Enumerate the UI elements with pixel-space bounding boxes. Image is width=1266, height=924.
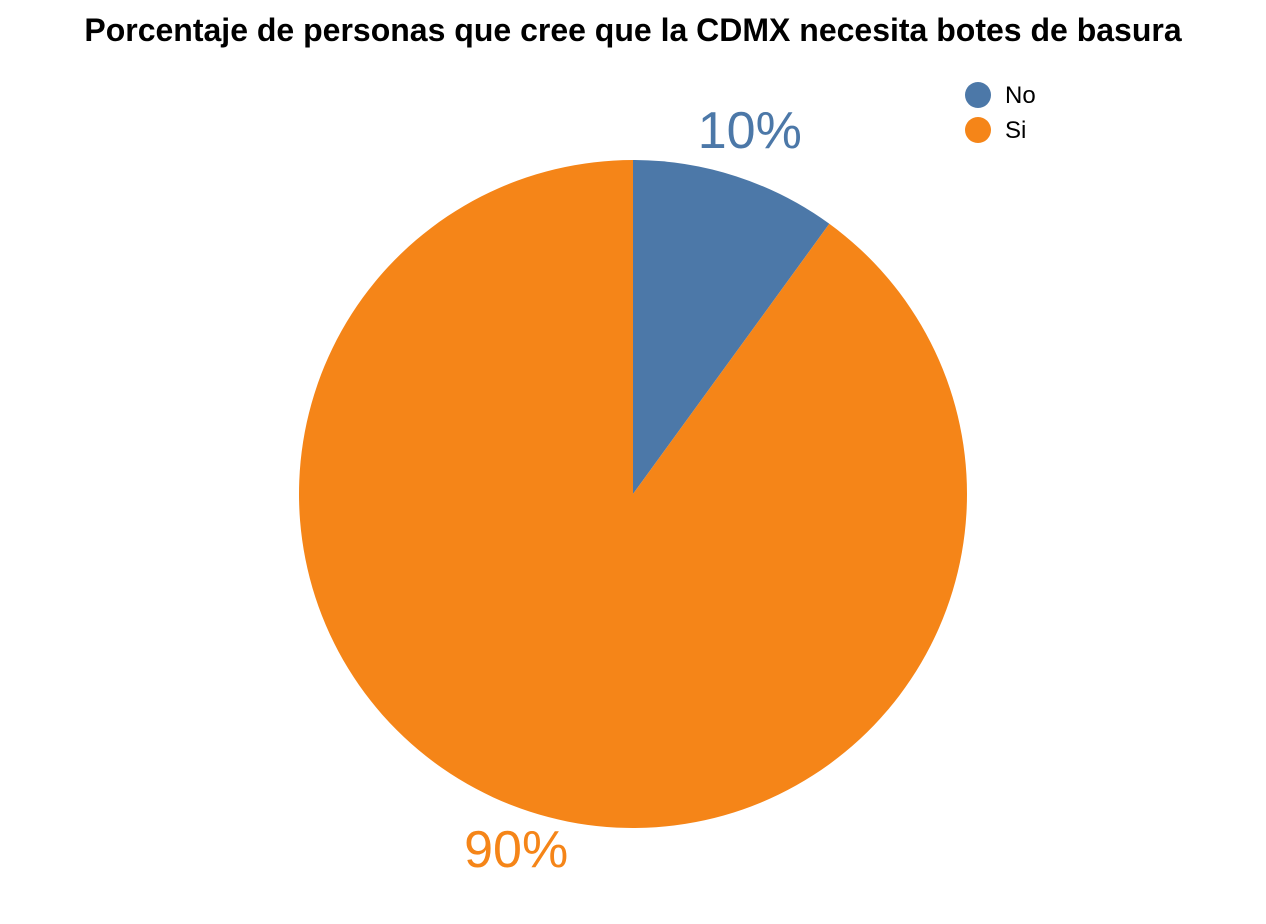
- legend-swatch-no: [965, 82, 991, 108]
- legend-label-no: No: [1005, 82, 1036, 109]
- pie-slice-si: [298, 160, 967, 828]
- legend-swatch-si: [965, 117, 991, 143]
- pie-label-si: 90%: [464, 821, 568, 879]
- pie-slices: [298, 160, 967, 828]
- pie-slice-no: [633, 160, 830, 494]
- pie-labels: 10% 90%: [464, 102, 802, 879]
- legend: No Si: [965, 82, 1036, 144]
- pie-label-no: 10%: [698, 102, 802, 160]
- legend-label-si: Si: [1005, 117, 1026, 144]
- chart-title: Porcentaje de personas que cree que la C…: [84, 12, 1181, 48]
